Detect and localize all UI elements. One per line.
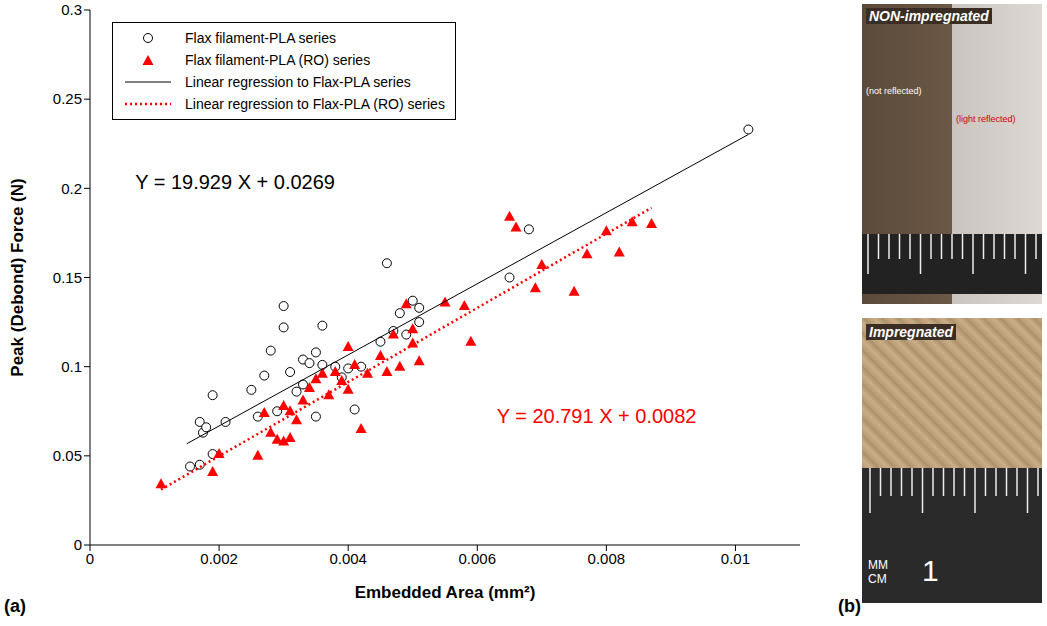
html-text:(not reflected): (not reflected) — [866, 86, 922, 96]
svg-text:0.15: 0.15 — [53, 269, 82, 286]
html-text:Y = 20.791 X + 0.0082: Y = 20.791 X + 0.0082 — [496, 404, 697, 427]
html-text:Linear regression to Flax-PLA: Linear regression to Flax-PLA series — [185, 74, 411, 90]
svg-text:0.002: 0.002 — [200, 550, 238, 567]
svg-text:Embedded Area (mm²): Embedded Area (mm²) — [355, 583, 536, 602]
html-text:1: 1 — [922, 554, 939, 587]
html-text:Linear regression to Flax-PLA: Linear regression to Flax-PLA (RO) serie… — [185, 96, 445, 112]
html-text:Flax filament-PLA (RO) series: Flax filament-PLA (RO) series — [185, 52, 371, 68]
html-text:(b): (b) — [838, 596, 861, 616]
svg-text:0.2: 0.2 — [61, 180, 82, 197]
svg-text:0.006: 0.006 — [458, 550, 496, 567]
svg-text:Peak (Debond) Force (N): Peak (Debond) Force (N) — [8, 178, 27, 376]
html-text:Flax filament-PLA series: Flax filament-PLA series — [185, 30, 336, 46]
svg-text:0: 0 — [74, 536, 82, 553]
svg-text:0.01: 0.01 — [721, 550, 750, 567]
html-text:MM: MM — [868, 558, 888, 572]
html-text:NON-impregnated: NON-impregnated — [869, 8, 989, 24]
svg-text:0.1: 0.1 — [61, 358, 82, 375]
html-text:CM: CM — [868, 572, 887, 586]
html-text:Impregnated: Impregnated — [869, 324, 953, 340]
html-text:Y = 19.929 X + 0.0269: Y = 19.929 X + 0.0269 — [135, 171, 335, 193]
svg-text:0.004: 0.004 — [329, 550, 367, 567]
svg-text:0.05: 0.05 — [53, 447, 82, 464]
html-text:(a): (a) — [4, 596, 26, 616]
svg-text:0.3: 0.3 — [61, 1, 82, 18]
svg-text:0.008: 0.008 — [588, 550, 626, 567]
svg-text:0: 0 — [86, 550, 94, 567]
svg-text:0.25: 0.25 — [53, 90, 82, 107]
html-text:(light reflected): (light reflected) — [956, 114, 1016, 124]
